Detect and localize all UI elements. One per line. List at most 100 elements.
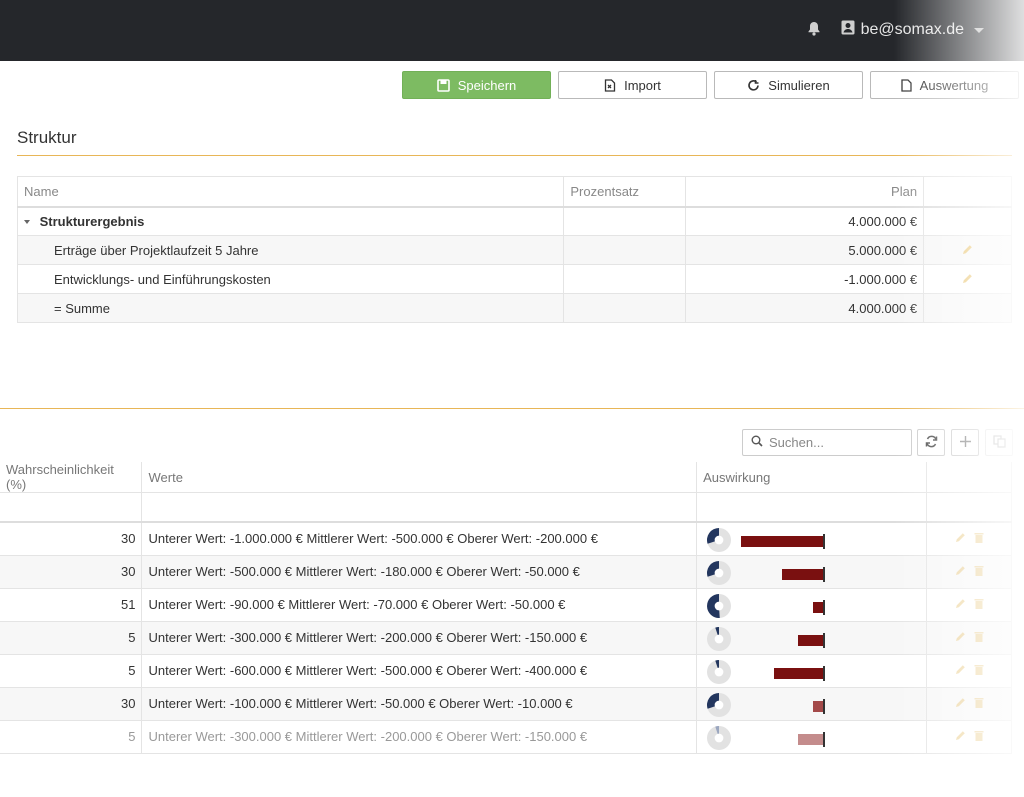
impact-bar <box>782 568 824 580</box>
trash-icon[interactable] <box>974 597 984 612</box>
impact-bar-marker <box>823 632 826 648</box>
row-plan: 4.000.000 € <box>685 293 925 323</box>
row-actions <box>923 293 1012 323</box>
search-input[interactable] <box>769 435 899 450</box>
pencil-icon[interactable] <box>955 597 966 612</box>
table-header-row: Name Prozentsatz Plan <box>16 176 1012 208</box>
pencil-icon[interactable] <box>962 243 973 258</box>
pencil-icon[interactable] <box>955 663 966 678</box>
pencil-icon[interactable] <box>955 630 966 645</box>
column-header-name[interactable]: Name <box>16 176 565 208</box>
values-cell: Unterer Wert: -100.000 € Mittlerer Wert:… <box>141 687 698 721</box>
probability-pie <box>707 692 732 717</box>
column-header-impact[interactable]: Auswirkung <box>696 462 928 493</box>
probability-pie <box>707 560 732 585</box>
column-header-actions <box>923 176 1012 208</box>
row-plan: 5.000.000 € <box>685 235 925 265</box>
risk-table: Wahrscheinlichkeit (%) Werte Auswirkung … <box>0 462 1012 754</box>
bell-icon[interactable] <box>807 21 821 39</box>
table-row: 5 Unterer Wert: -300.000 € Mittlerer Wert… <box>0 621 1012 655</box>
row-percent <box>563 206 687 236</box>
probability-pie <box>707 593 732 618</box>
row-percent <box>563 264 687 294</box>
copy-button[interactable] <box>985 429 1013 456</box>
values-cell: Unterer Wert: -500.000 € Mittlerer Wert:… <box>141 555 698 589</box>
impact-bar <box>741 535 824 547</box>
file-import-icon <box>604 78 616 92</box>
column-header-values[interactable]: Werte <box>141 462 698 493</box>
trash-icon[interactable] <box>974 630 984 645</box>
table-row: Entwicklungs- und Einführungskosten -1.0… <box>16 264 1012 294</box>
evaluation-label: Auswertung <box>919 77 989 93</box>
impact-bar-marker <box>823 698 826 714</box>
simulate-button[interactable]: Simulieren <box>714 71 863 99</box>
chevron-down-icon <box>974 27 984 33</box>
row-actions <box>926 588 1012 622</box>
row-percent <box>563 235 687 265</box>
trash-icon[interactable] <box>974 531 984 546</box>
probability-cell: 5 <box>0 621 143 655</box>
user-menu[interactable]: be@somax.de <box>841 20 984 40</box>
pencil-icon[interactable] <box>955 531 966 546</box>
column-header-plan[interactable]: Plan <box>685 176 925 208</box>
pencil-icon[interactable] <box>955 729 966 744</box>
probability-pie <box>707 659 732 684</box>
filter-cell[interactable] <box>696 492 928 523</box>
row-actions <box>926 555 1012 589</box>
probability-pie <box>707 725 732 750</box>
impact-cell <box>696 588 928 622</box>
trash-icon[interactable] <box>974 663 984 678</box>
import-button[interactable]: Import <box>558 71 707 99</box>
values-cell: Unterer Wert: -300.000 € Mittlerer Wert:… <box>141 621 698 655</box>
values-cell: Unterer Wert: -1.000.000 € Mittlerer Wer… <box>141 521 698 556</box>
table-row: Strukturergebnis 4.000.000 € <box>16 206 1012 236</box>
impact-bar <box>797 634 824 646</box>
impact-bar-marker <box>823 566 826 582</box>
row-plan: -1.000.000 € <box>685 264 925 294</box>
save-label: Speichern <box>457 77 517 93</box>
trash-icon[interactable] <box>974 729 984 744</box>
plus-icon <box>959 435 972 451</box>
table-header-row: Wahrscheinlichkeit (%) Werte Auswirkung <box>0 462 1012 493</box>
table-row: 30 Unterer Wert: -100.000 € Mittlerer Wer… <box>0 687 1012 721</box>
file-icon <box>901 78 912 92</box>
table-row: 51 Unterer Wert: -90.000 € Mittlerer Wert… <box>0 588 1012 622</box>
filter-cell[interactable] <box>141 492 698 523</box>
column-header-percent[interactable]: Prozentsatz <box>563 176 687 208</box>
reload-button[interactable] <box>917 429 945 456</box>
add-button[interactable] <box>951 429 979 456</box>
table-row: 30 Unterer Wert: -1.000.000 € Mittlerer W… <box>0 521 1012 556</box>
row-actions <box>923 264 1012 294</box>
row-name-text: Strukturergebnis <box>39 213 145 229</box>
divider <box>17 155 1012 156</box>
table-row: = Summe 4.000.000 € <box>16 293 1012 323</box>
filter-cell[interactable] <box>0 492 143 523</box>
impact-cell <box>696 687 928 721</box>
impact-cell <box>696 654 928 688</box>
evaluation-button[interactable]: Auswertung <box>870 71 1019 99</box>
column-header-actions <box>926 462 1012 493</box>
probability-cell: 5 <box>0 720 143 754</box>
trash-icon[interactable] <box>974 696 984 711</box>
refresh-icon <box>747 79 760 92</box>
search-box[interactable] <box>742 429 912 456</box>
row-name: Erträge über Projektlaufzeit 5 Jahre <box>16 235 565 265</box>
probability-cell: 30 <box>0 687 143 721</box>
risk-rows: 30 Unterer Wert: -1.000.000 € Mittlerer W… <box>0 521 1012 754</box>
filter-cell <box>926 492 1012 523</box>
trash-icon[interactable] <box>974 564 984 579</box>
impact-cell <box>696 720 928 754</box>
row-actions <box>926 521 1012 556</box>
row-name[interactable]: Strukturergebnis <box>16 206 565 236</box>
pencil-icon[interactable] <box>955 696 966 711</box>
save-button[interactable]: Speichern <box>402 71 551 99</box>
values-cell: Unterer Wert: -300.000 € Mittlerer Wert:… <box>141 720 698 754</box>
row-name: = Summe <box>16 293 565 323</box>
column-header-probability[interactable]: Wahrscheinlichkeit (%) <box>0 462 143 493</box>
caret-down-icon[interactable] <box>24 220 30 225</box>
pencil-icon[interactable] <box>962 272 973 287</box>
row-name: Entwicklungs- und Einführungskosten <box>16 264 565 294</box>
refresh-icon <box>925 435 938 451</box>
topbar-right: be@somax.de <box>807 20 984 40</box>
pencil-icon[interactable] <box>955 564 966 579</box>
